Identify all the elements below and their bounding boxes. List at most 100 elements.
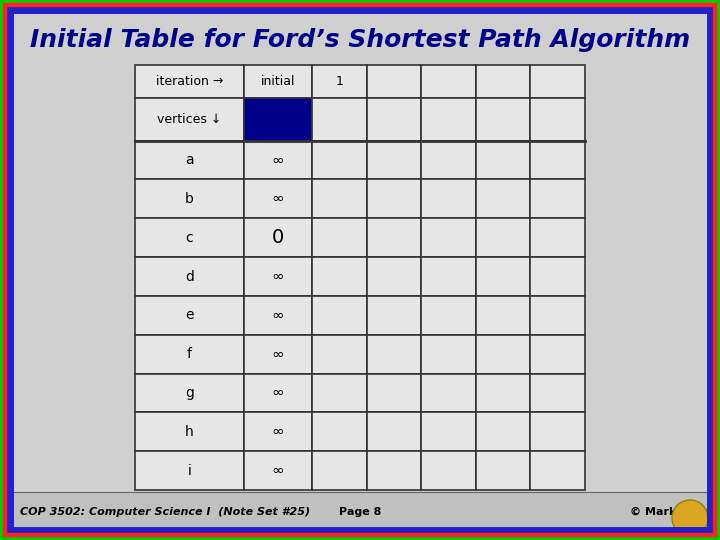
Bar — [421, 451, 476, 490]
Circle shape — [672, 500, 708, 536]
Bar — [244, 257, 312, 296]
Bar — [366, 65, 421, 98]
Text: c: c — [186, 231, 194, 245]
Text: e: e — [185, 308, 194, 322]
Bar — [476, 98, 531, 140]
Text: vertices ↓: vertices ↓ — [158, 113, 222, 126]
Bar — [135, 257, 244, 296]
Bar — [366, 451, 421, 490]
Text: 0: 0 — [272, 228, 284, 247]
Bar — [531, 413, 585, 451]
Bar — [135, 65, 244, 98]
Bar — [244, 413, 312, 451]
Bar — [244, 451, 312, 490]
Bar — [312, 451, 366, 490]
Text: ∞: ∞ — [272, 424, 284, 439]
Bar — [531, 140, 585, 179]
Bar — [244, 218, 312, 257]
Bar — [421, 257, 476, 296]
Bar — [476, 296, 531, 335]
Bar — [244, 98, 312, 140]
Text: ∞: ∞ — [272, 191, 284, 206]
Bar — [135, 335, 244, 374]
Bar — [421, 335, 476, 374]
Text: ∞: ∞ — [272, 463, 284, 478]
Bar — [421, 218, 476, 257]
Bar — [366, 296, 421, 335]
Bar — [312, 179, 366, 218]
Bar — [476, 451, 531, 490]
Bar — [366, 413, 421, 451]
Bar — [476, 374, 531, 413]
Text: a: a — [185, 153, 194, 167]
Bar — [135, 179, 244, 218]
Bar — [135, 296, 244, 335]
Bar — [531, 65, 585, 98]
Text: 1: 1 — [336, 75, 343, 88]
Bar — [421, 98, 476, 140]
Bar — [244, 374, 312, 413]
Bar — [476, 179, 531, 218]
Bar — [421, 179, 476, 218]
Text: i: i — [188, 464, 192, 477]
Bar — [366, 374, 421, 413]
Text: ∞: ∞ — [272, 308, 284, 323]
Bar — [476, 413, 531, 451]
Bar — [531, 98, 585, 140]
Bar — [476, 140, 531, 179]
Text: COP 3502: Computer Science I  (Note Set #25): COP 3502: Computer Science I (Note Set #… — [20, 507, 310, 517]
Bar — [312, 257, 366, 296]
Text: d: d — [185, 269, 194, 284]
Text: initial: initial — [261, 75, 295, 88]
Bar — [135, 140, 244, 179]
Bar — [135, 218, 244, 257]
Bar — [10, 492, 710, 530]
Bar — [421, 65, 476, 98]
Text: ∞: ∞ — [272, 347, 284, 362]
Text: g: g — [185, 386, 194, 400]
Bar — [421, 374, 476, 413]
Text: ∞: ∞ — [272, 153, 284, 167]
Bar — [135, 98, 244, 140]
Bar — [366, 179, 421, 218]
Bar — [244, 140, 312, 179]
Bar — [531, 257, 585, 296]
Bar — [312, 140, 366, 179]
Bar — [476, 218, 531, 257]
Bar — [531, 374, 585, 413]
Bar — [244, 65, 312, 98]
Text: Initial Table for Ford’s Shortest Path Algorithm: Initial Table for Ford’s Shortest Path A… — [30, 28, 690, 52]
Bar — [135, 451, 244, 490]
Bar — [366, 257, 421, 296]
Bar — [244, 179, 312, 218]
Bar — [421, 296, 476, 335]
Bar — [421, 413, 476, 451]
Bar — [244, 296, 312, 335]
Bar — [421, 140, 476, 179]
Bar — [312, 98, 366, 140]
Bar — [135, 413, 244, 451]
Bar — [312, 374, 366, 413]
Text: ∞: ∞ — [272, 386, 284, 401]
Bar — [531, 335, 585, 374]
Text: f: f — [187, 347, 192, 361]
Text: ∞: ∞ — [272, 269, 284, 284]
Bar — [366, 218, 421, 257]
Bar — [531, 179, 585, 218]
Text: iteration →: iteration → — [156, 75, 223, 88]
Text: © Mark Llewellyn: © Mark Llewellyn — [630, 507, 720, 517]
Bar — [312, 296, 366, 335]
Bar — [312, 335, 366, 374]
Bar — [476, 335, 531, 374]
Text: b: b — [185, 192, 194, 206]
Bar — [312, 413, 366, 451]
Bar — [366, 140, 421, 179]
Bar — [244, 335, 312, 374]
Text: h: h — [185, 425, 194, 439]
Bar — [476, 257, 531, 296]
Bar — [531, 218, 585, 257]
Text: Page 8: Page 8 — [339, 507, 381, 517]
Bar — [135, 374, 244, 413]
Bar — [312, 218, 366, 257]
Bar — [366, 98, 421, 140]
